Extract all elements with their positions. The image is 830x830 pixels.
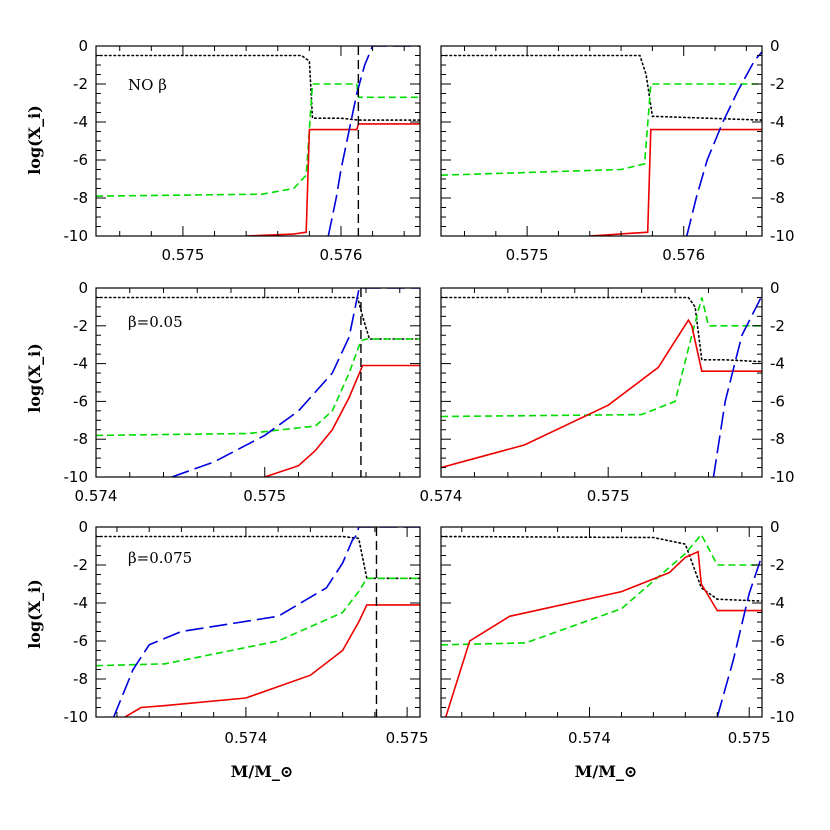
y-tick-label: -4 — [73, 594, 88, 612]
series-C-line — [441, 83, 762, 176]
y-tick-label: -6 — [770, 632, 785, 650]
plot-frame — [440, 45, 763, 237]
y-tick-label: -2 — [73, 75, 88, 93]
y-tick-label: -10 — [770, 468, 795, 486]
series-C-line — [441, 533, 762, 646]
panel-top-left: NO β 0.575 0.576 0 -2 -4 -6 -8 -10 — [64, 37, 421, 264]
x-tick-label: 0.576 — [662, 246, 705, 264]
x-tick-label: 0.574 — [75, 487, 118, 505]
y-tick-label: 0 — [78, 279, 88, 297]
y-tick-label: 0 — [78, 37, 88, 55]
y-tick-label: 0 — [770, 279, 780, 297]
x-tick-label: 0.574 — [420, 487, 463, 505]
series-H-line — [441, 54, 762, 121]
y-axis-label-top: log(X_i) — [25, 105, 44, 175]
series-C-line — [96, 577, 420, 667]
plot-frame — [440, 287, 763, 478]
y-tick-label: -6 — [73, 632, 88, 650]
y-tick-label: -8 — [770, 430, 785, 448]
series-O-line — [246, 123, 420, 236]
y-tick-label: -10 — [64, 708, 89, 726]
y-axis-label-middle: log(X_i) — [25, 343, 44, 413]
y-tick-label: -10 — [64, 468, 89, 486]
y-tick-label: -4 — [770, 355, 785, 373]
x-axis-label-left: M/M_⊙ — [231, 762, 294, 781]
y-tick-label: -6 — [73, 151, 88, 169]
panel-middle-right: 0.574 0.575 0 -2 -4 -6 -8 -10 — [420, 279, 795, 505]
y-tick-label: -8 — [73, 670, 88, 688]
y-tick-label: -2 — [73, 317, 88, 335]
y-axis-label-bottom: log(X_i) — [25, 579, 44, 649]
panel-bottom-left: β=0.075 0.574 0.575 0 -2 -4 -6 -8 -10 — [64, 518, 429, 747]
series-He-line — [327, 46, 420, 236]
panel-bottom-right: 0.574 0.575 0 -2 -4 -6 -8 -10 — [440, 518, 795, 747]
series-O-line — [441, 318, 762, 469]
series-H-line — [441, 535, 762, 602]
x-tick-label: 0.575 — [161, 246, 204, 264]
y-tick-label: -4 — [73, 113, 88, 131]
x-tick-label: 0.575 — [386, 729, 429, 747]
series-C-line — [441, 297, 762, 418]
plot-frame — [440, 526, 763, 718]
y-tick-label: 0 — [770, 37, 780, 55]
y-tick-label: -8 — [770, 670, 785, 688]
series-He-line — [112, 527, 420, 717]
series-H-line — [441, 296, 762, 363]
y-tick-label: -8 — [73, 189, 88, 207]
series-He-line — [171, 288, 420, 477]
x-tick-label: 0.575 — [506, 246, 549, 264]
y-tick-label: -6 — [73, 392, 88, 410]
y-tick-label: -2 — [73, 556, 88, 574]
y-tick-label: -8 — [73, 430, 88, 448]
y-tick-label: -6 — [770, 392, 785, 410]
series-O-line — [124, 604, 420, 717]
y-tick-label: -8 — [770, 189, 785, 207]
x-tick-label: 0.575 — [587, 487, 630, 505]
series-He-line — [686, 51, 762, 236]
y-tick-label: -6 — [770, 151, 785, 169]
x-axis-label-right: M/M_⊙ — [575, 762, 638, 781]
plot-frame — [95, 45, 421, 237]
annotation-beta-005: β=0.05 — [128, 313, 183, 331]
series-O-line — [589, 128, 762, 236]
y-tick-label: 0 — [78, 518, 88, 536]
panel-middle-left: β=0.05 0.574 0.575 0 -2 -4 -6 -8 -10 — [64, 279, 421, 505]
series-O-line — [264, 364, 420, 477]
y-tick-label: -10 — [64, 227, 89, 245]
x-tick-label: 0.575 — [728, 729, 771, 747]
annotation-beta-0075: β=0.075 — [128, 549, 192, 567]
y-tick-label: -2 — [770, 75, 785, 93]
annotation-no-beta: NO β — [128, 76, 167, 94]
series-He-line — [712, 295, 762, 477]
x-tick-label: 0.574 — [224, 729, 267, 747]
y-tick-label: -10 — [770, 708, 795, 726]
x-tick-label: 0.576 — [319, 246, 362, 264]
y-tick-label: -10 — [770, 227, 795, 245]
series-C-line — [96, 83, 420, 197]
series-C-line — [96, 338, 420, 437]
x-tick-label: 0.574 — [568, 729, 611, 747]
x-tick-label: 0.575 — [243, 487, 286, 505]
y-tick-label: -4 — [770, 113, 785, 131]
y-tick-label: -2 — [770, 556, 785, 574]
series-He-line — [716, 555, 762, 717]
y-tick-label: -2 — [770, 317, 785, 335]
y-tick-label: -4 — [73, 355, 88, 373]
panel-top-right: 0.575 0.576 0 -2 -4 -6 -8 -10 — [440, 37, 795, 264]
y-tick-label: 0 — [770, 518, 780, 536]
series-O-line — [445, 550, 762, 717]
y-tick-label: -4 — [770, 594, 785, 612]
